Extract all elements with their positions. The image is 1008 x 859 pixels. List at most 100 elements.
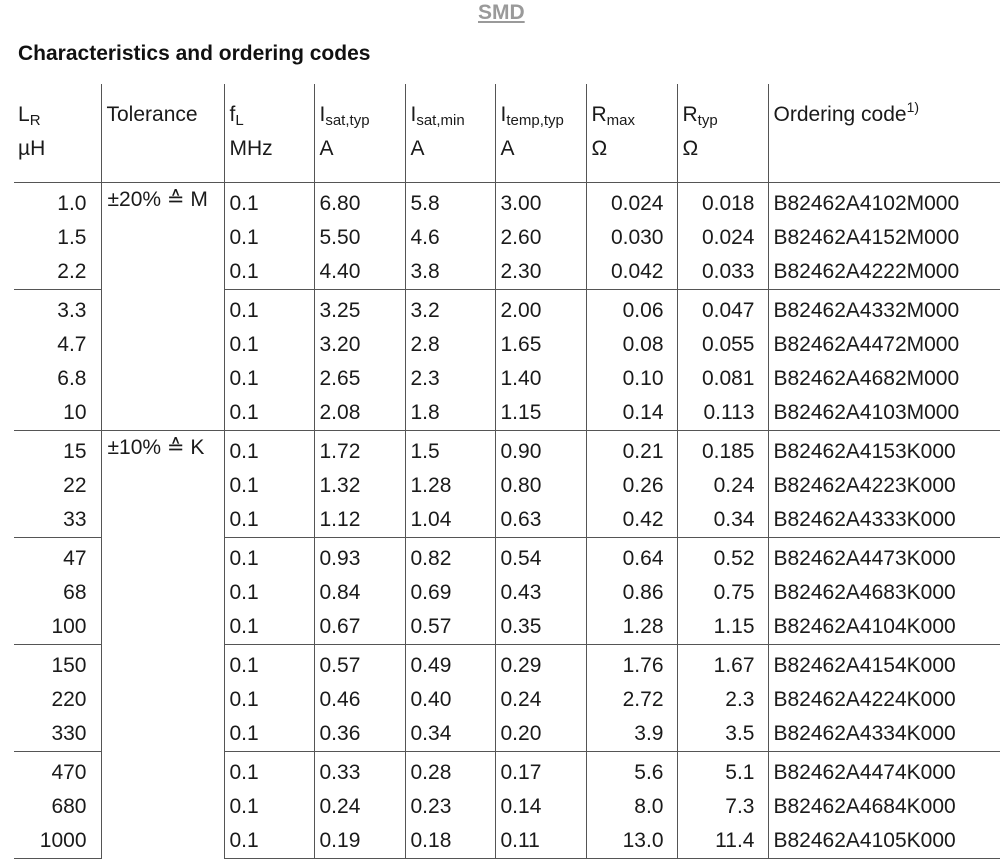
ordering-code-cell: B82462A4222M000 <box>767 255 1000 290</box>
table-row: 22 0.1 1.32 1.28 0.80 0.26 0.24 B82462A4223K000 <box>14 469 1000 503</box>
itemp-typ-cell: 0.35 <box>494 610 586 645</box>
header-ordering-code: Ordering code1) <box>767 84 1000 183</box>
inductance-cell: 47 <box>14 537 101 576</box>
inductance-cell: 680 <box>51 795 87 818</box>
header-frequency: fL MHz <box>223 84 314 183</box>
isat-min-cell: 2.8 <box>404 328 495 362</box>
rtyp-cell: 0.34 <box>676 503 768 538</box>
inductance-cell: 1.0 <box>57 192 87 215</box>
isat-min-cell: 2.3 <box>404 362 495 396</box>
isat-typ-cell: 2.08 <box>313 396 405 431</box>
rmax-cell: 5.6 <box>585 751 677 790</box>
rtyp-cell: 0.113 <box>676 396 768 431</box>
itemp-typ-cell: 0.90 <box>494 430 586 469</box>
frequency-cell: 0.1 <box>223 610 314 645</box>
table-row: 150 0.1 0.57 0.49 0.29 1.76 1.67 B82462A4154K00… <box>14 644 1000 683</box>
isat-typ-cell: 1.72 <box>313 430 405 469</box>
frequency-cell: 0.1 <box>223 362 314 396</box>
rtyp-cell: 0.75 <box>676 576 768 610</box>
rmax-cell: 8.0 <box>585 790 677 824</box>
frequency-cell: 0.1 <box>223 717 314 752</box>
table-row: 33 0.1 1.12 1.04 0.63 0.42 0.34 B82462A4333K000 <box>14 503 1000 538</box>
frequency-cell: 0.1 <box>223 503 314 538</box>
rmax-cell: 0.26 <box>585 469 677 503</box>
frequency-cell: 0.1 <box>223 824 314 859</box>
isat-min-cell: 0.18 <box>404 824 495 859</box>
isat-min-cell: 1.5 <box>404 430 495 469</box>
isat-min-cell: 0.82 <box>404 537 495 576</box>
itemp-typ-cell: 0.14 <box>494 790 586 824</box>
ordering-code-cell: B82462A4223K000 <box>767 469 1000 503</box>
rtyp-cell: 0.033 <box>676 255 768 290</box>
itemp-typ-cell: 1.65 <box>494 328 586 362</box>
ordering-code-cell: B82462A4472M000 <box>767 328 1000 362</box>
rtyp-cell: 1.67 <box>676 644 768 683</box>
rmax-cell: 2.72 <box>585 683 677 717</box>
rmax-cell: 0.030 <box>585 221 677 255</box>
frequency-cell: 0.1 <box>223 396 314 431</box>
ordering-code-cell: B82462A4224K000 <box>767 683 1000 717</box>
rmax-cell: 0.21 <box>585 430 677 469</box>
isat-typ-cell: 3.20 <box>313 328 405 362</box>
rtyp-cell: 0.081 <box>676 362 768 396</box>
itemp-typ-cell: 1.40 <box>494 362 586 396</box>
frequency-cell: 0.1 <box>223 644 314 683</box>
rmax-cell: 0.14 <box>585 396 677 431</box>
isat-min-cell: 0.40 <box>404 683 495 717</box>
itemp-typ-cell: 0.43 <box>494 576 586 610</box>
table-row: 3.3 0.1 3.25 3.2 2.00 0.06 0.047 B82462A4332M00… <box>14 289 1000 328</box>
smd-header-link[interactable]: SMD <box>478 1 525 24</box>
itemp-typ-cell: 0.20 <box>494 717 586 752</box>
rtyp-cell: 2.3 <box>676 683 768 717</box>
isat-min-cell: 3.2 <box>404 289 495 328</box>
isat-typ-cell: 4.40 <box>313 255 405 290</box>
isat-min-cell: 0.49 <box>404 644 495 683</box>
inductance-cell: 470 <box>14 751 101 790</box>
rtyp-cell: 0.52 <box>676 537 768 576</box>
table-row: 2.2 0.1 4.40 3.8 2.30 0.042 0.033 B82462A4222M0… <box>14 255 1000 290</box>
ordering-code-cell: B82462A4474K000 <box>767 751 1000 790</box>
inductance-cell: 2.2 <box>57 260 87 283</box>
isat-min-cell: 1.28 <box>404 469 495 503</box>
isat-typ-cell: 2.65 <box>313 362 405 396</box>
rtyp-cell: 7.3 <box>676 790 768 824</box>
table-row: 220 0.1 0.46 0.40 0.24 2.72 2.3 B82462A4224K000 <box>14 683 1000 717</box>
frequency-cell: 0.1 <box>223 576 314 610</box>
isat-min-cell: 0.69 <box>404 576 495 610</box>
ordering-code-cell: B82462A4473K000 <box>767 537 1000 576</box>
table-header-row: LR µH Tolerance fL MHz Isat,typ A Isat,min A… <box>14 84 1000 183</box>
inductance-cell: 10 <box>63 401 87 424</box>
header-itemp-typ: Itemp,typ A <box>494 84 586 183</box>
rmax-cell: 0.10 <box>585 362 677 396</box>
rmax-cell: 0.86 <box>585 576 677 610</box>
ordering-code-cell: B82462A4154K000 <box>767 644 1000 683</box>
itemp-typ-cell: 3.00 <box>494 182 586 221</box>
inductance-cell: 33 <box>63 508 87 531</box>
rmax-cell: 0.024 <box>585 182 677 221</box>
isat-typ-cell: 0.84 <box>313 576 405 610</box>
isat-typ-cell: 0.36 <box>313 717 405 752</box>
table-row: 6.8 0.1 2.65 2.3 1.40 0.10 0.081 B82462A4682M00… <box>14 362 1000 396</box>
rtyp-cell: 0.047 <box>676 289 768 328</box>
tolerance-cell: ±10% ≙ K <box>100 430 224 859</box>
isat-typ-cell: 1.32 <box>313 469 405 503</box>
itemp-typ-cell: 0.80 <box>494 469 586 503</box>
ordering-code-cell: B82462A4153K000 <box>767 430 1000 469</box>
rtyp-cell: 0.018 <box>676 182 768 221</box>
isat-typ-cell: 5.50 <box>313 221 405 255</box>
rmax-cell: 0.08 <box>585 328 677 362</box>
header-tolerance: Tolerance <box>100 84 224 183</box>
itemp-typ-cell: 0.24 <box>494 683 586 717</box>
isat-min-cell: 4.6 <box>404 221 495 255</box>
itemp-typ-cell: 2.00 <box>494 289 586 328</box>
rmax-cell: 1.28 <box>585 610 677 645</box>
itemp-typ-cell: 0.17 <box>494 751 586 790</box>
itemp-typ-cell: 0.29 <box>494 644 586 683</box>
isat-typ-cell: 0.46 <box>313 683 405 717</box>
inductance-cell: 100 <box>51 615 87 638</box>
inductance-cell: 330 <box>51 722 87 745</box>
isat-min-cell: 0.34 <box>404 717 495 752</box>
section-title: Characteristics and ordering codes <box>18 42 371 65</box>
table-row: 68 0.1 0.84 0.69 0.43 0.86 0.75 B82462A4683K000 <box>14 576 1000 610</box>
rmax-cell: 3.9 <box>585 717 677 752</box>
